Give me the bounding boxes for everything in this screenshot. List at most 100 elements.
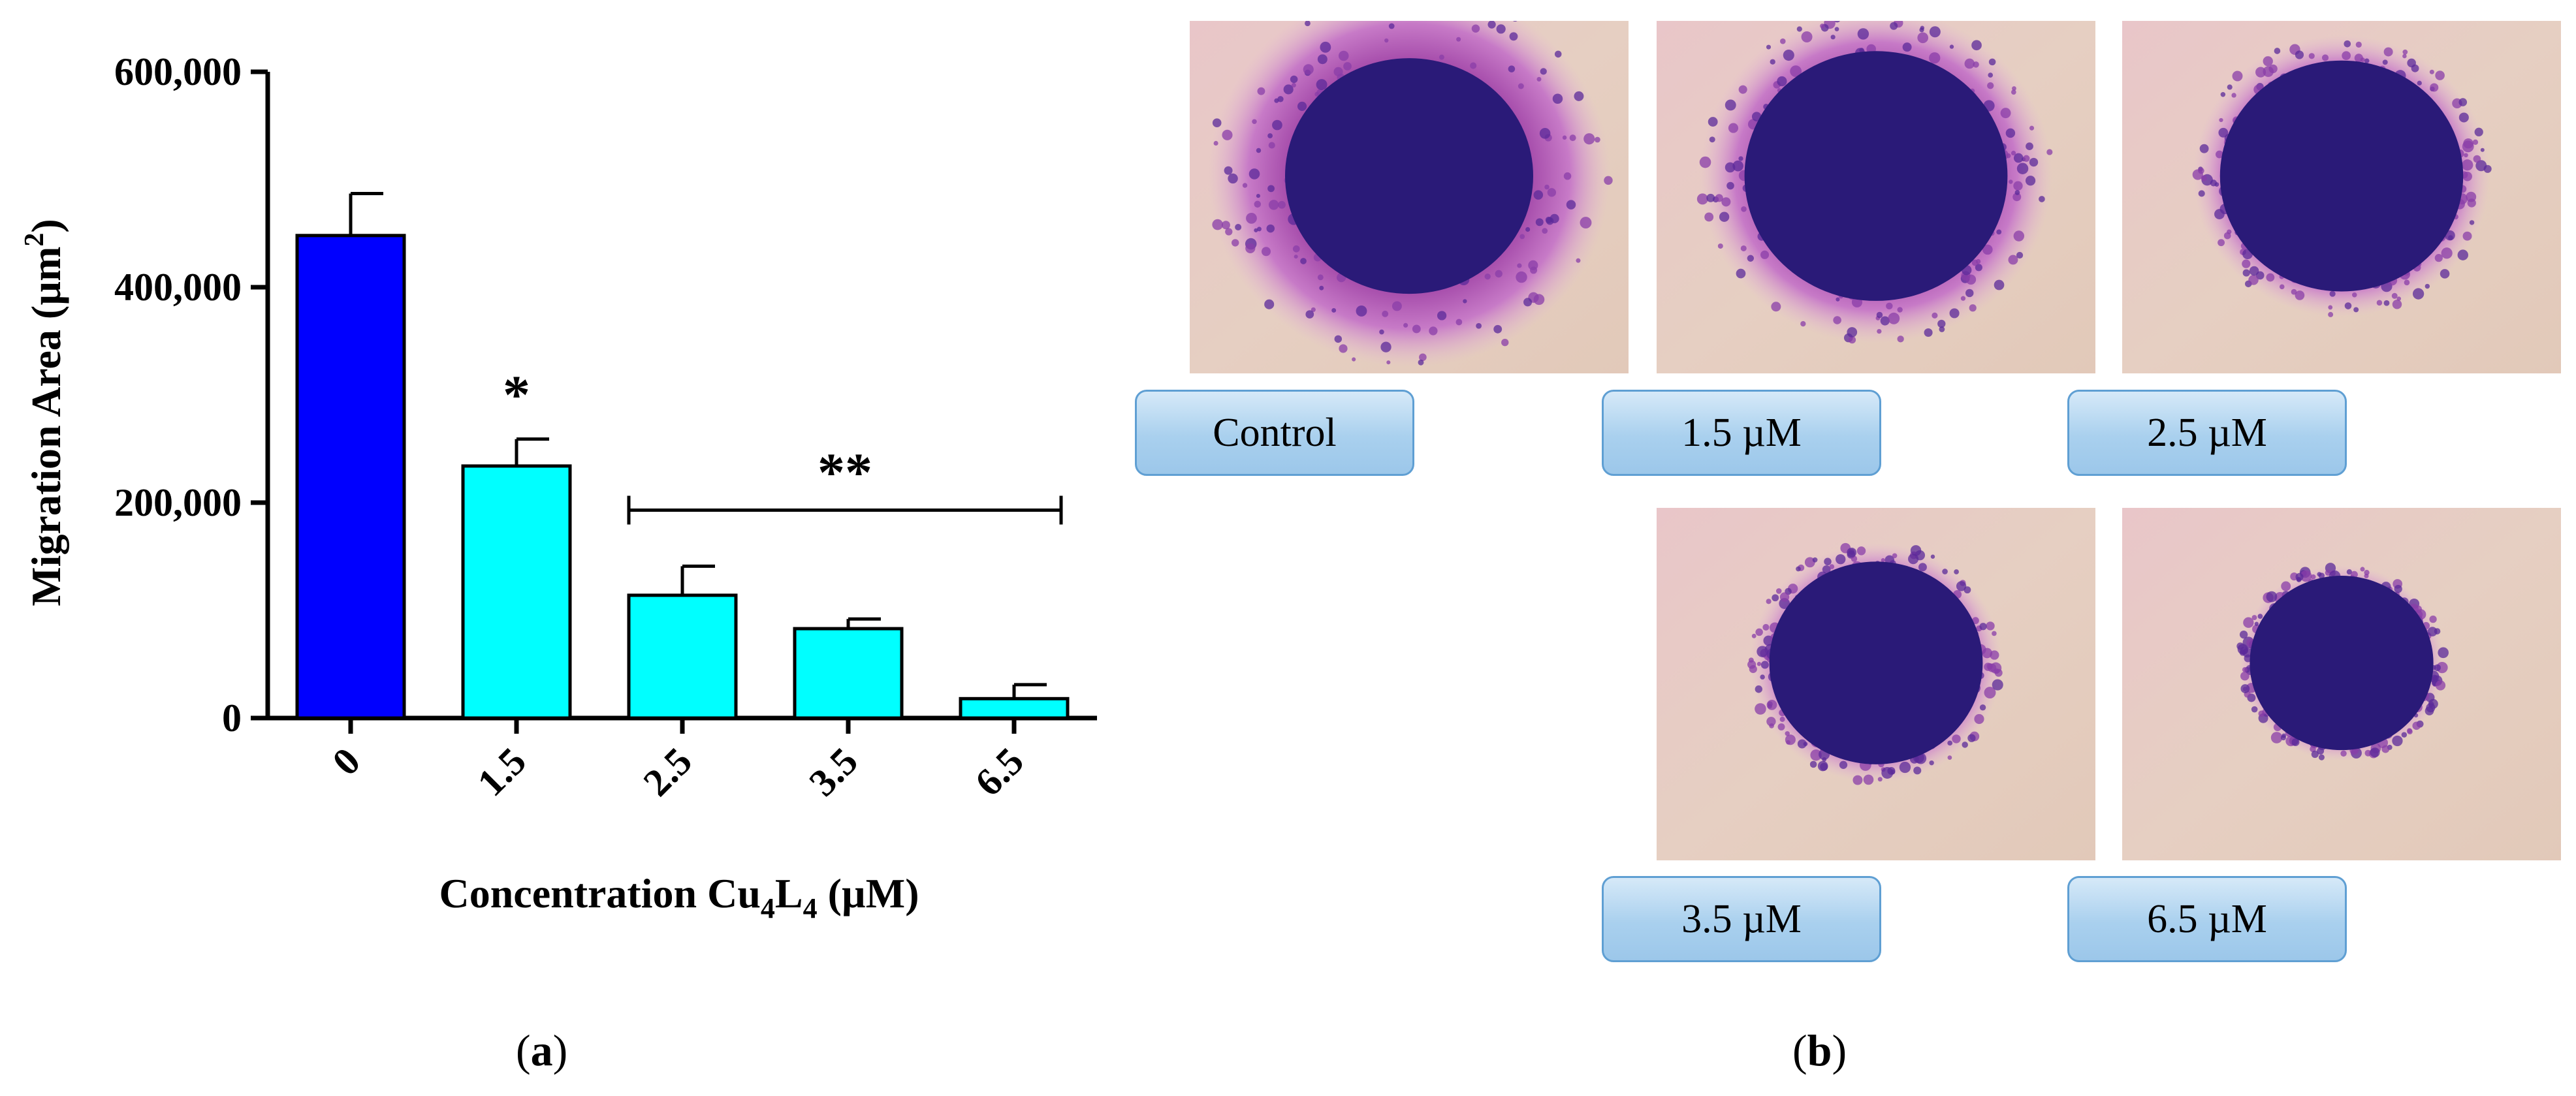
cell-dot	[1974, 713, 1984, 725]
cell-dot	[1897, 307, 1903, 313]
cell-dot	[1777, 723, 1785, 731]
cell-dot	[1810, 749, 1822, 761]
cell-dot	[1899, 761, 1911, 774]
chart-error-bars	[349, 191, 1047, 699]
cell-dot	[1755, 628, 1763, 636]
cell-dot	[1771, 302, 1781, 312]
cell-dot	[1766, 44, 1772, 50]
cell-dot	[1769, 723, 1774, 728]
cell-dot	[1725, 99, 1736, 111]
cell-dot	[1947, 740, 1953, 746]
cell-dot	[1847, 547, 1857, 557]
y-tick-label-3: 600,000	[114, 50, 242, 93]
cell-dot	[1932, 312, 1938, 319]
cell-dot	[1809, 760, 1817, 768]
cell-dot	[1817, 760, 1828, 772]
cell-dot	[1709, 136, 1715, 143]
cell-dot	[1732, 160, 1743, 172]
spheroid-core	[1769, 561, 1983, 764]
micrograph-caption-2: 1.5 µM	[1602, 390, 1881, 476]
cell-dot	[2016, 163, 2029, 174]
cell-dot	[1246, 212, 1257, 224]
cell-dot	[1495, 270, 1503, 278]
cell-dot	[2340, 750, 2347, 757]
cell-dot	[2342, 51, 2351, 61]
cell-dot	[2263, 56, 2273, 67]
x-axis-label: Concentration Cu4L4 (µM)	[439, 870, 919, 924]
cell-dot	[2483, 164, 2492, 173]
cell-dot	[1706, 193, 1715, 202]
cell-dot	[1949, 308, 1960, 319]
cell-dot	[2328, 311, 2334, 317]
significance-stars-range: **	[818, 443, 872, 503]
cell-dot	[1772, 594, 1779, 602]
cell-dot	[2376, 300, 2383, 306]
cell-dot	[2404, 279, 2410, 286]
x-tick-label-6.5: 6.5	[966, 740, 1032, 805]
cell-dot	[1863, 774, 1874, 785]
cell-dot	[1379, 329, 1384, 335]
cell-dot	[1971, 40, 1982, 51]
cell-dot	[2295, 290, 2305, 300]
cell-dot	[1463, 299, 1467, 304]
bar-3.5	[793, 627, 904, 720]
micrograph-image	[1657, 21, 2095, 373]
cell-dot	[1539, 128, 1551, 139]
cell-dot	[1294, 255, 1298, 259]
cell-dot	[1699, 156, 1711, 168]
x-label-sub-2: 4	[803, 892, 818, 924]
cell-dot	[1852, 775, 1863, 785]
spheroid-core	[2219, 60, 2464, 292]
cell-dot	[1715, 194, 1723, 202]
chart-bars	[295, 234, 1070, 720]
cell-dot	[2025, 176, 2036, 186]
cell-dot	[1779, 716, 1785, 722]
cell-dot	[2227, 84, 2233, 90]
cell-dot	[2438, 647, 2449, 659]
cell-dot	[1386, 360, 1391, 365]
cell-dot	[1820, 23, 1825, 29]
cell-dot	[1256, 148, 1262, 153]
cell-dot	[1290, 75, 1298, 84]
cell-dot	[1988, 72, 1994, 78]
cell-dot	[2370, 747, 2380, 758]
cell-dot	[2223, 232, 2231, 240]
cell-dot	[1267, 133, 1273, 138]
cell-dot	[1929, 26, 1941, 38]
cell-dot	[1738, 156, 1743, 161]
cell-dot	[1267, 185, 1275, 193]
x-axis-ticks: 0 1.5 2.5 3.5 6.5	[324, 718, 1032, 804]
cell-dot	[2280, 735, 2286, 741]
cell-dot	[1316, 79, 1328, 91]
cell-dot	[1333, 67, 1343, 76]
cell-dot	[2000, 108, 2011, 119]
cell-dot	[1528, 260, 1538, 270]
cell-dot	[2445, 230, 2455, 241]
cell-dot	[1766, 599, 1772, 604]
cell-dot	[2268, 64, 2278, 74]
cell-dot	[1775, 588, 1782, 594]
x-tick-label-0: 0	[324, 740, 368, 784]
micrograph-3	[2122, 21, 2561, 373]
cell-dot	[2427, 627, 2438, 636]
cell-dot	[1252, 119, 1257, 124]
cell-dot	[2013, 153, 2024, 163]
cell-dot	[1356, 305, 1367, 317]
cell-dot	[1988, 58, 1996, 66]
cell-dot	[1314, 91, 1320, 97]
cell-dot	[1964, 58, 1975, 69]
cell-dot	[1484, 273, 1491, 280]
cell-dot	[1984, 687, 1996, 699]
cell-dot	[1728, 123, 1739, 133]
cell-dot	[2391, 292, 2398, 299]
cell-dot	[2318, 572, 2325, 579]
cell-dot	[2026, 142, 2033, 150]
x-label-sub-1: 4	[761, 892, 775, 924]
cell-dot	[1583, 133, 1595, 145]
cell-dot	[1232, 239, 1239, 247]
cell-dot	[1331, 307, 1337, 313]
spheroid-core	[2250, 576, 2434, 751]
cell-dot	[2243, 617, 2254, 628]
cell-dot	[1755, 685, 1762, 693]
micrograph-image	[2122, 21, 2561, 373]
